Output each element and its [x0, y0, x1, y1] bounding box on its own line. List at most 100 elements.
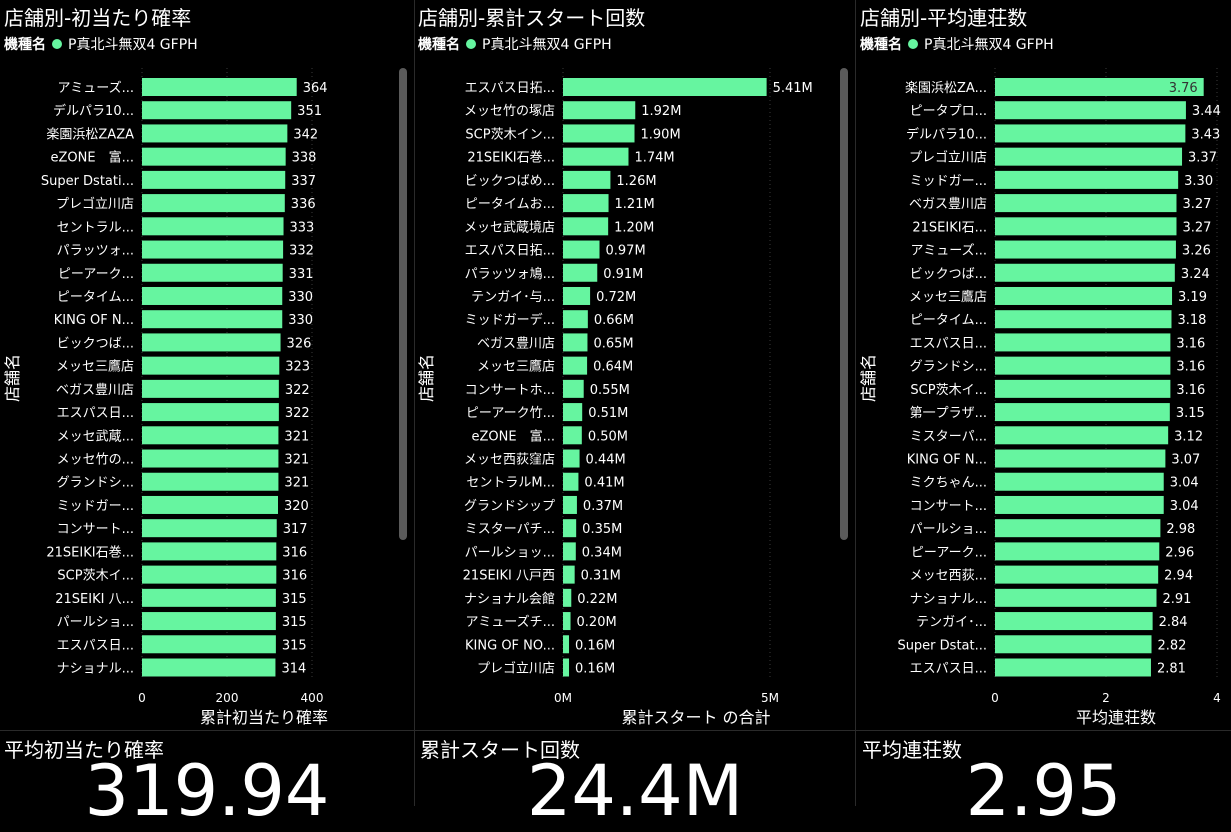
data-label: 2.94	[1164, 569, 1193, 584]
data-label: 0.16M	[575, 662, 615, 677]
category-label: パールショッ...	[465, 545, 555, 560]
category-label: 楽園浜松ZA...	[905, 80, 987, 96]
bar	[563, 588, 572, 607]
bar	[995, 310, 1172, 329]
bar	[563, 263, 598, 282]
data-label: 3.26	[1182, 244, 1211, 259]
bar	[142, 217, 284, 236]
category-label: エスパス日...	[910, 662, 987, 677]
bar	[142, 472, 279, 491]
bar	[563, 635, 570, 654]
legend-marker	[466, 39, 476, 49]
category-label: ベガス豊川店	[909, 197, 987, 212]
legend-series-label[interactable]: P真北斗無双4 GFPH	[68, 37, 198, 53]
category-label: ベガス豊川店	[56, 383, 134, 398]
bar	[563, 379, 584, 398]
x-axis-title: 累計スタート の合計	[621, 708, 770, 727]
bar	[563, 658, 570, 677]
data-label: 330	[288, 313, 313, 328]
x-tick-label: 400	[301, 691, 324, 705]
bar	[142, 310, 283, 329]
legend: 機種名 P真北斗無双4 GFPH	[4, 34, 198, 54]
data-label: 337	[291, 174, 316, 189]
bar	[995, 542, 1160, 561]
data-label: 331	[289, 267, 314, 282]
category-label: ビックつば...	[57, 336, 134, 351]
bar	[142, 426, 279, 445]
category-label: プレゴ立川店	[477, 661, 555, 677]
legend-marker	[908, 39, 918, 49]
category-label: ピーアーク竹...	[466, 406, 555, 421]
legend-series-label[interactable]: P真北斗無双4 GFPH	[924, 37, 1054, 53]
category-label: ビックつば...	[910, 267, 987, 282]
category-label: ミスターパ...	[910, 429, 987, 444]
bar	[563, 147, 629, 166]
bar	[142, 403, 279, 422]
kpi-card-avg-streak: 平均連荘数 2.95	[856, 730, 1231, 832]
chart-title: 店舗別-初当たり確率	[4, 6, 192, 30]
bar	[563, 519, 577, 538]
data-label: 315	[282, 592, 307, 607]
chart-panel-total-starts: 店舗別-累計スタート回数 機種名 P真北斗無双4 GFPH 店舗名 エスパス日拓.…	[414, 0, 856, 730]
bar	[995, 356, 1171, 375]
bar	[563, 310, 588, 329]
bar	[563, 78, 767, 96]
category-label: デルパラ10...	[906, 126, 987, 142]
bar	[995, 519, 1161, 538]
bar	[142, 635, 276, 654]
data-label: 317	[283, 522, 308, 537]
bar-chart-avg-streak: 店舗名 楽園浜松ZA... 3.76 ピータプロ... 3.44 デルパラ10... 3.4…	[859, 68, 1221, 727]
category-label: アミューズ...	[911, 243, 988, 259]
category-label: eZONE 富...	[472, 428, 555, 444]
x-tick-label: 0	[991, 691, 999, 705]
bar	[995, 403, 1170, 422]
bar	[563, 426, 582, 445]
data-label: 1.92M	[641, 104, 681, 119]
data-label: 0.50M	[588, 429, 628, 444]
kpi-card-total-starts: 累計スタート回数 24.4M	[414, 730, 856, 832]
bar	[563, 333, 588, 352]
category-label: ミッドガー...	[910, 174, 987, 189]
category-label: セントラルM...	[466, 476, 555, 491]
data-label: 326	[287, 336, 312, 351]
data-label: 1.21M	[615, 197, 655, 212]
x-tick-label: 0	[138, 691, 146, 705]
data-label: 3.16	[1176, 383, 1205, 398]
bar	[142, 542, 277, 561]
bar	[995, 78, 1204, 96]
bar	[142, 495, 278, 514]
kpi-value: 319.94	[84, 750, 330, 832]
bar	[995, 101, 1186, 120]
category-label: セントラル...	[57, 220, 134, 235]
data-label: 364	[303, 81, 328, 96]
chart-scrollbar[interactable]	[840, 68, 848, 540]
x-tick-label: 5M	[761, 691, 779, 705]
bar	[142, 449, 279, 468]
data-label: 3.16	[1176, 336, 1205, 351]
bar	[142, 333, 281, 352]
legend-series-label[interactable]: P真北斗無双4 GFPH	[482, 37, 612, 53]
legend: 機種名 P真北斗無双4 GFPH	[418, 34, 612, 54]
bar	[995, 240, 1176, 259]
chart-scrollbar[interactable]	[399, 68, 407, 540]
panel-divider	[414, 0, 415, 806]
category-label: ピータイム...	[57, 290, 134, 305]
data-label: 316	[282, 545, 307, 560]
data-label: 3.37	[1188, 151, 1217, 166]
data-label: 3.24	[1181, 267, 1210, 282]
bar	[995, 588, 1157, 607]
category-label: 第一プラザ...	[910, 406, 987, 421]
category-label: ナショナル...	[57, 662, 134, 677]
bar	[995, 379, 1171, 398]
category-label: エスパス日拓...	[465, 244, 555, 259]
category-label: 楽園浜松ZAZA	[46, 126, 134, 142]
category-label: アミューズチ...	[466, 614, 556, 630]
bar	[563, 612, 571, 631]
category-label: パラッツォ鳩...	[465, 267, 555, 282]
data-label: 3.04	[1170, 499, 1199, 514]
bar	[995, 286, 1173, 305]
legend-title: 機種名	[418, 37, 460, 53]
data-label: 3.27	[1182, 197, 1211, 212]
bar	[563, 170, 611, 189]
category-label: ミクちゃん...	[910, 476, 987, 491]
